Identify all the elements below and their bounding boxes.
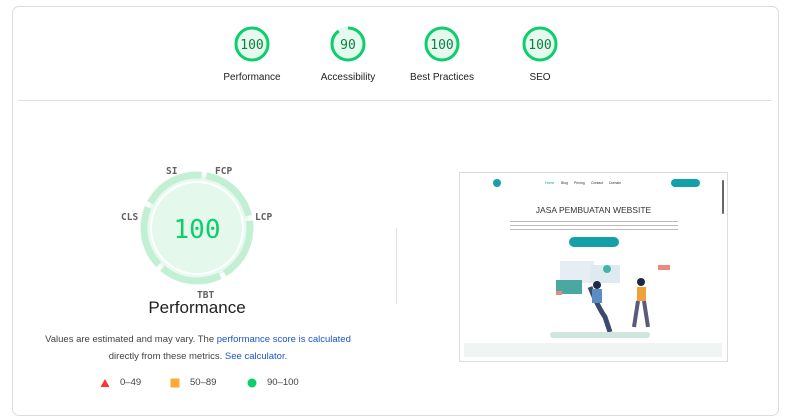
legend-average: 50–89 bbox=[170, 377, 216, 388]
score-ring: 100 bbox=[424, 26, 460, 62]
legend-pass: 90–100 bbox=[247, 377, 299, 388]
metric-si: SI bbox=[166, 166, 178, 177]
site-section bbox=[464, 343, 722, 357]
page-screenshot: Home Blog Pricing Contact Domain JASA PE… bbox=[459, 172, 728, 362]
site-primary-button bbox=[569, 237, 619, 247]
gauge-seo[interactable]: 100 SEO bbox=[490, 24, 590, 83]
circle-icon bbox=[247, 378, 257, 387]
site-scrollbar bbox=[722, 180, 724, 214]
gauge-accessibility[interactable]: 90 Accessibility bbox=[298, 24, 398, 83]
site-headline: JASA PEMBUATAN WEBSITE bbox=[535, 205, 652, 215]
legend-fail: 0–49 bbox=[100, 377, 141, 388]
triangle-icon bbox=[100, 378, 110, 387]
divider bbox=[18, 100, 771, 101]
performance-main-gauge: 100 bbox=[140, 171, 254, 285]
score-value: 100 bbox=[240, 38, 263, 53]
hero-illustration bbox=[550, 261, 670, 338]
metric-cls: CLS bbox=[121, 212, 139, 223]
gauge-performance[interactable]: 100 Performance bbox=[202, 24, 302, 83]
square-icon bbox=[170, 378, 180, 387]
site-text bbox=[510, 220, 678, 233]
score-value: 90 bbox=[340, 38, 356, 53]
main-gauge-title: Performance bbox=[148, 298, 246, 317]
site-cta-button bbox=[671, 179, 700, 187]
gauge-best-practices[interactable]: 100 Best Practices bbox=[392, 24, 492, 83]
calculator-link[interactable]: See calculator. bbox=[224, 351, 288, 362]
score-ring: 90 bbox=[330, 26, 366, 62]
score-value: 100 bbox=[430, 38, 453, 53]
score-value: 100 bbox=[528, 38, 551, 53]
score-label: Best Practices bbox=[410, 72, 474, 83]
metric-lcp: LCP bbox=[255, 212, 273, 223]
main-score: 100 bbox=[174, 215, 221, 245]
metric-fcp: FCP bbox=[215, 166, 233, 177]
site-logo bbox=[493, 179, 501, 187]
score-label: SEO bbox=[529, 72, 551, 83]
divider-vertical bbox=[396, 228, 397, 304]
score-ring: 100 bbox=[522, 26, 558, 62]
performance-score-link[interactable]: performance score is calculated bbox=[216, 334, 351, 345]
score-note: Values are estimated and may vary. The p… bbox=[45, 334, 351, 362]
metric-tbt: TBT bbox=[197, 290, 215, 301]
score-label: Accessibility bbox=[320, 72, 376, 83]
score-ring: 100 bbox=[234, 26, 270, 62]
score-label: Performance bbox=[223, 72, 281, 83]
